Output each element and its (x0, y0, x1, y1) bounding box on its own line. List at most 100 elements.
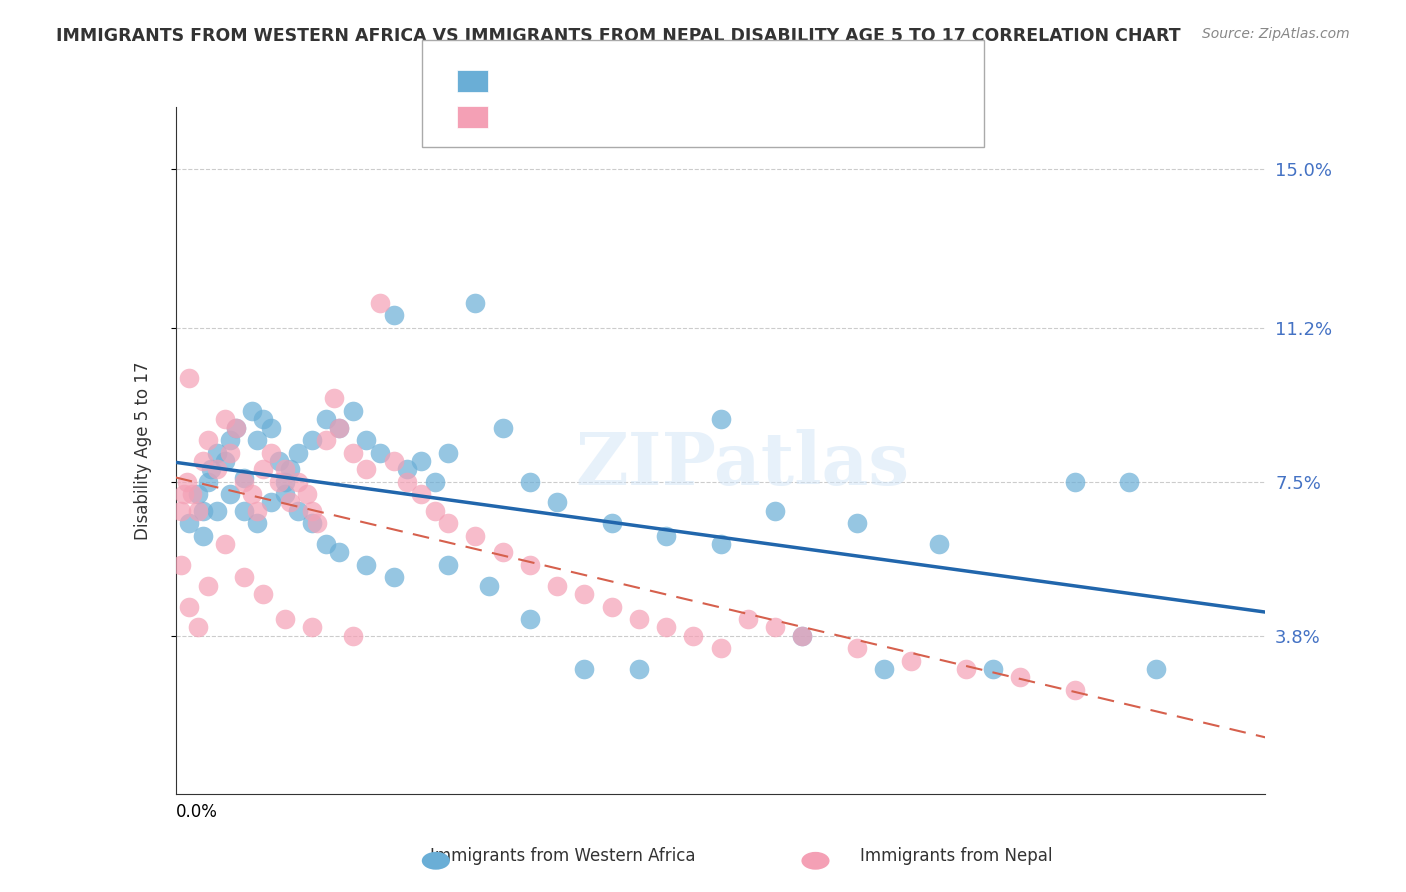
Point (368, 445, 391, 459)
Text: ZIPatlas: ZIPatlas (575, 429, 910, 500)
Point (274, 487, 297, 501)
Point (792, 629, 814, 643)
Point (315, 412, 337, 426)
Point (225, 420, 247, 434)
Point (627, 612, 650, 626)
Point (278, 462, 301, 476)
Point (274, 612, 297, 626)
Point (492, 545, 515, 559)
Point (1144, 662, 1167, 676)
Text: IMMIGRANTS FROM WESTERN AFRICA VS IMMIGRANTS FROM NEPAL DISABILITY AGE 5 TO 17 C: IMMIGRANTS FROM WESTERN AFRICA VS IMMIGR… (56, 27, 1181, 45)
Point (179, 599, 201, 614)
Point (240, 487, 263, 501)
Point (600, 516, 623, 531)
Text: 0.0%: 0.0% (176, 803, 218, 821)
Point (260, 420, 283, 434)
Point (252, 587, 274, 601)
Point (191, 529, 214, 543)
Point (342, 404, 364, 418)
Point (197, 433, 219, 447)
Point (315, 537, 337, 551)
Point (186, 487, 209, 501)
Point (1063, 475, 1085, 489)
Point (1118, 475, 1140, 489)
Point (342, 445, 364, 459)
Point (205, 504, 228, 518)
Point (219, 487, 242, 501)
Point (191, 504, 214, 518)
Point (232, 470, 254, 484)
Point (710, 641, 733, 656)
Point (191, 454, 214, 468)
Point (342, 629, 364, 643)
Point (710, 412, 733, 426)
Point (356, 558, 378, 572)
Point (295, 487, 318, 501)
Point (492, 420, 515, 434)
Point (682, 629, 704, 643)
Point (200, 462, 222, 476)
Point (409, 487, 432, 501)
Point (232, 504, 254, 518)
Point (176, 475, 198, 489)
Point (269, 454, 291, 468)
Point (396, 462, 419, 476)
Point (763, 620, 786, 634)
Point (655, 620, 678, 634)
Point (845, 641, 868, 656)
Point (246, 516, 269, 531)
Point (186, 620, 209, 634)
Text: R =  -0.007   N = 64: R = -0.007 N = 64 (464, 70, 631, 87)
Point (437, 516, 460, 531)
Point (423, 504, 446, 518)
Point (655, 529, 678, 543)
Point (287, 445, 309, 459)
Point (186, 504, 209, 518)
Point (396, 475, 419, 489)
Point (464, 529, 486, 543)
Point (710, 537, 733, 551)
Point (301, 433, 323, 447)
Point (252, 462, 274, 476)
Point (274, 475, 297, 489)
Point (737, 612, 759, 626)
Point (205, 445, 228, 459)
Point (437, 558, 460, 572)
Point (328, 420, 350, 434)
Point (574, 662, 596, 676)
Point (240, 404, 263, 418)
Point (173, 487, 195, 501)
Point (546, 495, 568, 509)
Point (928, 537, 950, 551)
Point (170, 504, 193, 518)
Point (763, 504, 786, 518)
Point (519, 558, 541, 572)
Point (955, 662, 977, 676)
Point (170, 558, 193, 572)
Point (252, 412, 274, 426)
Point (574, 587, 596, 601)
Point (219, 445, 242, 459)
Point (322, 392, 344, 406)
Point (214, 537, 236, 551)
Point (328, 420, 350, 434)
Text: Immigrants from Western Africa: Immigrants from Western Africa (430, 847, 695, 865)
Point (845, 516, 868, 531)
Point (214, 454, 236, 468)
Point (246, 504, 269, 518)
Point (600, 599, 623, 614)
Point (627, 662, 650, 676)
Point (274, 462, 297, 476)
Point (197, 475, 219, 489)
Point (464, 295, 486, 310)
Point (260, 495, 283, 509)
Point (873, 662, 896, 676)
Point (246, 433, 269, 447)
Text: Immigrants from Nepal: Immigrants from Nepal (860, 847, 1052, 865)
Text: R =   0.048   N = 63: R = 0.048 N = 63 (464, 105, 631, 123)
Point (197, 579, 219, 593)
Text: Source: ZipAtlas.com: Source: ZipAtlas.com (1202, 27, 1350, 41)
Point (214, 412, 236, 426)
Point (232, 570, 254, 584)
Point (301, 620, 323, 634)
